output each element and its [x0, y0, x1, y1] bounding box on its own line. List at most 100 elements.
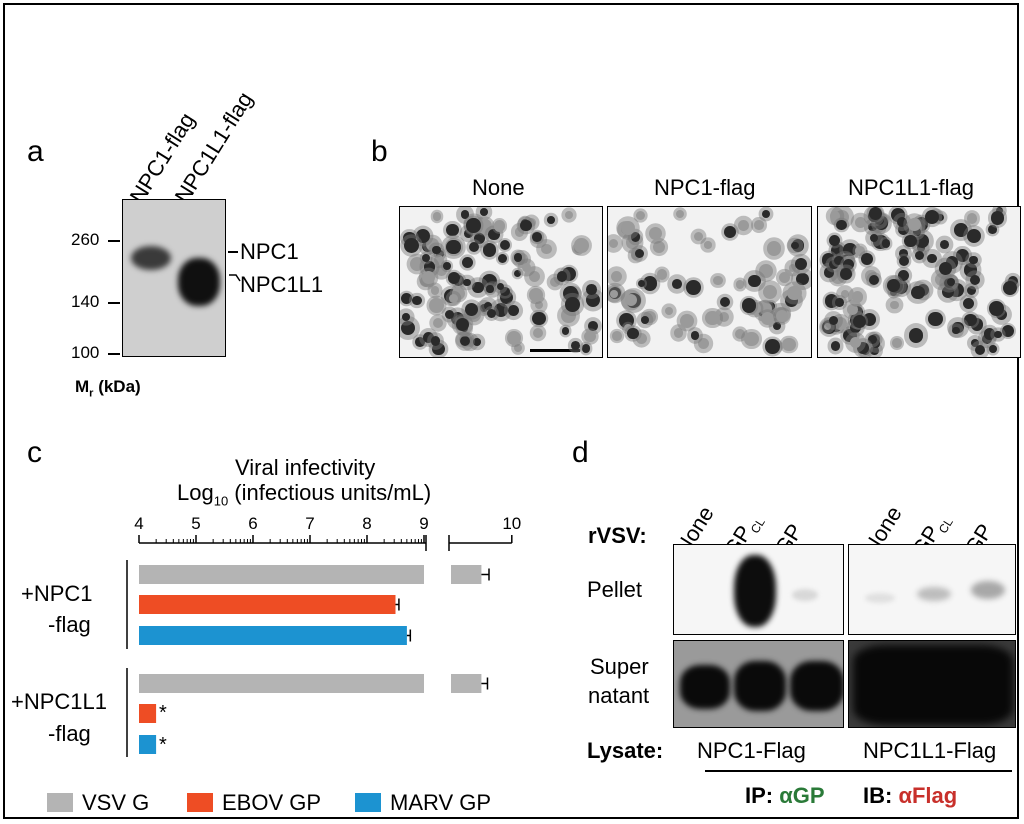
cell [412, 295, 422, 306]
cell [550, 277, 561, 288]
cell [587, 321, 598, 331]
cell [449, 293, 459, 303]
cell [529, 270, 541, 282]
cell [507, 331, 522, 346]
cell [946, 278, 955, 287]
cell [610, 270, 623, 282]
cell [867, 334, 878, 344]
legend-swatch-ebov [187, 793, 213, 812]
bar-marv [139, 735, 157, 754]
cell [686, 280, 702, 295]
cell [514, 343, 523, 352]
cell [415, 336, 426, 347]
panel-b-label: b [371, 135, 388, 168]
cell [680, 313, 695, 328]
cell [415, 229, 431, 244]
cell [823, 267, 835, 278]
cell [995, 207, 1003, 215]
cell [928, 311, 943, 327]
cell [630, 232, 641, 242]
cell [868, 222, 877, 232]
legend-swatch-marv [355, 793, 381, 812]
cell [937, 214, 945, 222]
cell [969, 275, 980, 286]
band [865, 593, 895, 603]
cell [404, 237, 420, 253]
cell [565, 297, 581, 312]
band [680, 665, 730, 709]
infectivity-chart: 4 5 6 7 8 9 10 [126, 514, 521, 757]
cell [459, 336, 470, 347]
cell [422, 331, 435, 343]
cell [742, 298, 757, 313]
cell [673, 327, 684, 338]
cell [835, 298, 844, 307]
western-blot-a [122, 199, 226, 357]
cell [547, 216, 555, 225]
cell [484, 302, 492, 311]
cell [830, 211, 840, 221]
bar-ebov [139, 704, 157, 723]
cell [455, 317, 470, 332]
chart-title-line2: Log10 (infectious units/mL) [177, 480, 432, 509]
band-pointer-npc1 [228, 251, 238, 253]
cell [849, 336, 861, 348]
panel-c-label: c [27, 436, 42, 469]
cell [891, 338, 902, 348]
cell [432, 212, 442, 222]
cell [855, 246, 865, 256]
cell [561, 308, 576, 323]
cell [886, 278, 901, 293]
cell [421, 253, 430, 262]
cell [471, 281, 484, 294]
cell [994, 330, 1003, 339]
cell [561, 327, 569, 335]
lysate-npc1l1-flag: NPC1L1-Flag [863, 738, 997, 763]
cell [850, 322, 862, 334]
band-npc1 [131, 246, 171, 270]
cell [989, 300, 1005, 316]
cell [924, 209, 939, 224]
cell [898, 269, 910, 281]
mr-kda-label: Mr (kDa) [75, 377, 141, 400]
cell [830, 244, 844, 258]
cell [400, 321, 415, 336]
cell [624, 324, 633, 333]
cell [652, 240, 666, 254]
cell [434, 255, 445, 266]
cell [775, 309, 789, 323]
cell [610, 289, 618, 298]
cell [942, 286, 955, 298]
cell [967, 285, 977, 295]
cell [432, 246, 441, 255]
legend-ebov: EBOV GP [222, 790, 322, 815]
cell [556, 271, 567, 282]
cell [855, 217, 866, 229]
cell [496, 282, 505, 291]
cell [940, 239, 949, 249]
band [917, 587, 951, 601]
cell [635, 248, 645, 259]
blot-pellet-npc1l1 [848, 544, 1016, 635]
cell [444, 310, 454, 320]
cell [899, 255, 910, 266]
cell [643, 276, 658, 291]
figure-frame: a NPC1-flag NPC1L1-flag 260 140 100 NPC1… [3, 3, 1021, 819]
cell [657, 269, 668, 280]
cell [881, 239, 890, 248]
band-label-npc1: NPC1 [240, 239, 299, 264]
bar-vsv [451, 565, 482, 584]
cell [760, 311, 775, 326]
micrograph-npc1l1-flag [817, 206, 1021, 358]
cell [1003, 280, 1018, 295]
cell [465, 303, 479, 317]
cell [436, 250, 444, 258]
cell [782, 337, 796, 352]
cell [964, 313, 978, 327]
cell [500, 287, 510, 297]
cell [507, 305, 519, 317]
cell [704, 241, 712, 249]
cell [995, 309, 1008, 321]
cell [754, 220, 764, 230]
tick-label: 4 [134, 514, 143, 533]
